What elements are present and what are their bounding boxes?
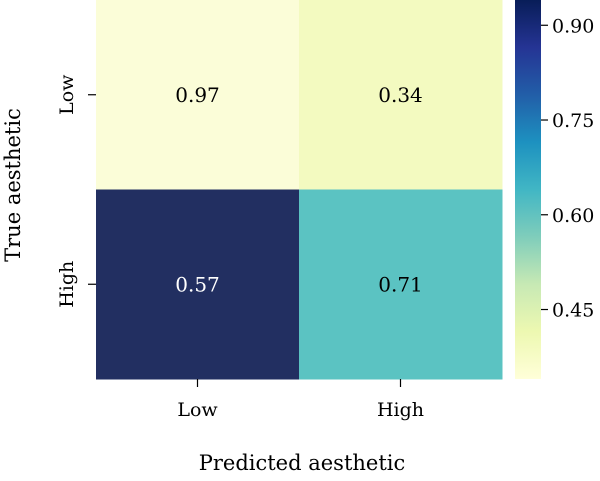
colorbar-ticks: 0.45 0.60 0.75 0.90 — [541, 15, 594, 322]
x-tick-label-low: Low — [177, 399, 218, 421]
y-tick-label-high: High — [56, 261, 78, 308]
heatmap-cell-value: 0.71 — [378, 272, 423, 296]
heatmap-cell-low-high — [299, 0, 503, 190]
x-tick-label-high: High — [377, 399, 424, 421]
y-tick-label-low: Low — [56, 74, 78, 115]
colorbar-gradient — [515, 0, 541, 379]
y-axis: Low High — [56, 74, 96, 308]
colorbar-tick-label: 0.75 — [552, 110, 594, 132]
heatmap-cell-value: 0.57 — [175, 272, 220, 296]
heatmap-cell-value: 0.34 — [378, 83, 423, 107]
heatmap-cell-high-high — [299, 189, 503, 380]
y-axis-title: True aesthetic — [1, 108, 25, 262]
x-axis: Low High — [177, 379, 424, 421]
heatmap-cells: 0.97 0.34 0.57 0.71 — [96, 0, 503, 380]
colorbar-tick-label: 0.60 — [552, 205, 594, 227]
x-axis-title: Predicted aesthetic — [199, 451, 406, 475]
colorbar — [515, 0, 541, 379]
colorbar-tick-label: 0.45 — [552, 300, 594, 322]
colorbar-tick-label: 0.90 — [552, 15, 594, 37]
heatmap-cell-low-low — [96, 0, 300, 190]
heatmap-cell-value: 0.97 — [175, 83, 220, 107]
heatmap-cell-high-low — [96, 189, 300, 380]
